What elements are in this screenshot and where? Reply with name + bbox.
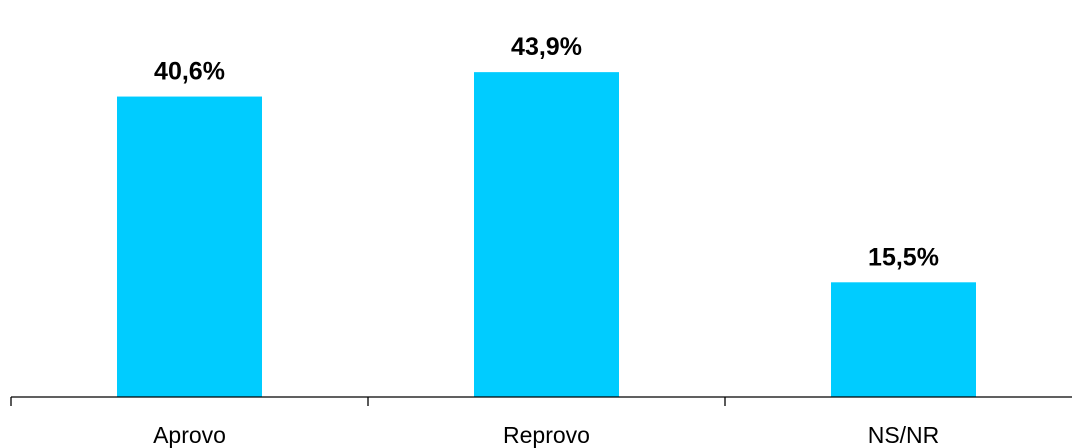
category-label: Reprovo: [503, 422, 590, 448]
category-label: NS/NR: [868, 422, 940, 448]
bar-aprovo: [117, 96, 262, 397]
x-axis: [10, 396, 1072, 406]
bar-reprovo: [474, 72, 619, 397]
bar-ns-nr: [831, 282, 976, 397]
bar-value-label: 43,9%: [511, 33, 582, 61]
value-labels-group: 40,6% 43,9% 15,5%: [154, 33, 939, 271]
category-labels-group: Aprovo Reprovo NS/NR: [153, 422, 939, 448]
category-label: Aprovo: [153, 422, 226, 448]
bar-value-label: 40,6%: [154, 58, 225, 86]
bars-group: [117, 72, 976, 397]
bar-value-label: 15,5%: [868, 243, 939, 271]
